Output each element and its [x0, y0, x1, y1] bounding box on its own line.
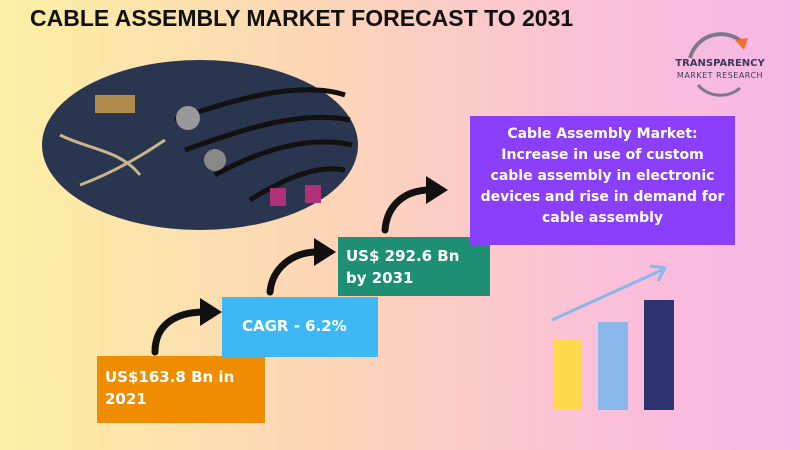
- connector: [95, 95, 135, 113]
- connector: [204, 149, 226, 171]
- logo-arrow: [735, 38, 748, 50]
- step-box: US$ 292.6 Bn by 2031: [338, 237, 490, 296]
- logo-name: TRANSPARENCY: [675, 58, 765, 69]
- icon-bar: [644, 300, 674, 410]
- icon-trend: [551, 268, 663, 322]
- connector: [176, 106, 200, 130]
- thin-cables: [59, 133, 166, 187]
- logo-arc: [696, 83, 741, 97]
- step-box: CAGR - 6.2%: [222, 297, 378, 357]
- arrow-heads: [200, 176, 448, 326]
- logo-arc: [688, 32, 747, 59]
- icon-bar: [598, 322, 628, 410]
- connector: [305, 185, 321, 203]
- summary-box: Cable Assembly Market: Increase in use o…: [470, 116, 735, 245]
- connector: [270, 188, 286, 206]
- title: CABLE ASSEMBLY MARKET FORECAST TO 2031: [30, 5, 574, 31]
- step-box: US$163.8 Bn in 2021: [97, 356, 265, 423]
- step-arrows: [151, 186, 434, 356]
- logo-subtitle: MARKET RESEARCH: [676, 71, 764, 80]
- icon-bar: [553, 340, 582, 410]
- icon-trend-head: [649, 264, 668, 282]
